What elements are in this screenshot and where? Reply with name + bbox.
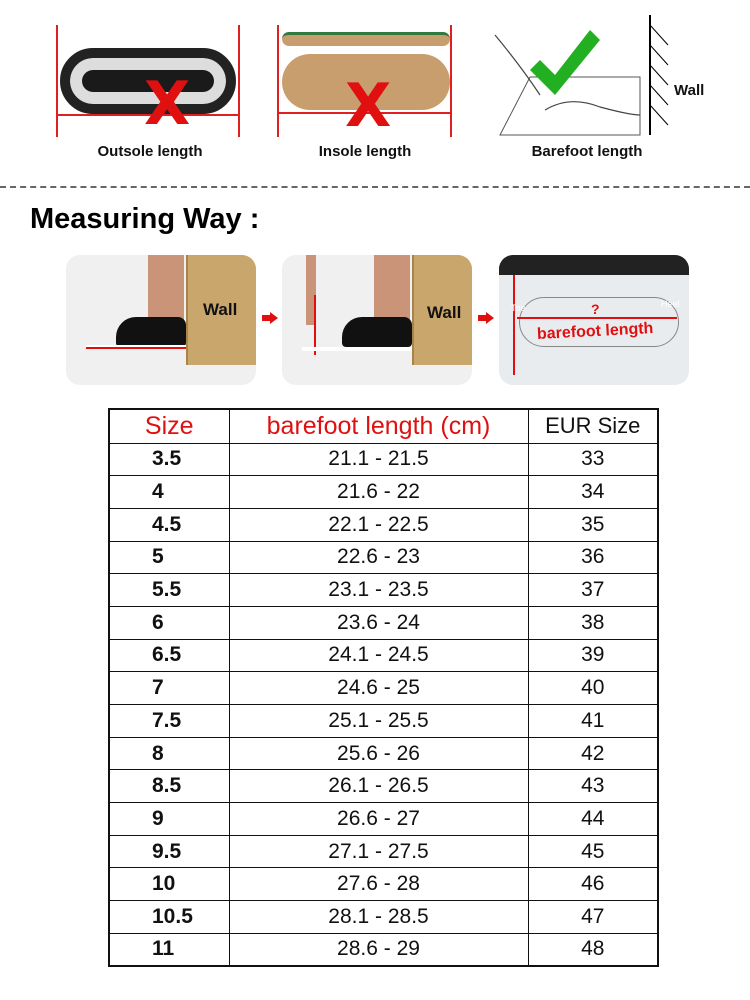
cell-eur: 45 — [527, 834, 659, 869]
cell-size: 5.5 — [108, 573, 230, 607]
cell-eur: 35 — [527, 507, 659, 542]
wall-label: Wall — [674, 82, 705, 99]
step-2-photo: Wall — [282, 255, 472, 385]
cell-eur: 46 — [527, 867, 659, 902]
foot-wall-sketch — [494, 15, 669, 136]
checkmark-icon — [530, 30, 600, 95]
cell-eur: 41 — [527, 704, 659, 738]
divider — [0, 186, 750, 188]
toe-label: Toe — [511, 303, 526, 313]
x-mark-icon: X — [345, 71, 392, 141]
heel-label: Heel — [661, 299, 680, 309]
cell-length: 21.1 - 21.5 — [228, 442, 529, 477]
cell-eur: 48 — [527, 932, 659, 967]
cell-eur: 37 — [527, 573, 659, 607]
cell-eur: 38 — [527, 605, 659, 640]
table-row: 7.5 25.1 - 25.5 41 — [108, 704, 659, 738]
step-1-photo: Wall — [66, 255, 256, 385]
table-row: 10.5 28.1 - 28.5 47 — [108, 900, 659, 934]
cell-length: 24.1 - 24.5 — [228, 638, 529, 673]
cell-eur: 36 — [527, 540, 659, 575]
cell-size: 3.5 — [108, 442, 230, 477]
table-row: 3.5 21.1 - 21.5 33 — [108, 442, 659, 477]
table-row: 7 24.6 - 25 40 — [108, 671, 659, 705]
table-row: 5.5 23.1 - 23.5 37 — [108, 573, 659, 607]
cell-length: 27.1 - 27.5 — [228, 834, 529, 869]
table-row: 10 27.6 - 28 46 — [108, 867, 659, 902]
table-row: 4.5 22.1 - 22.5 35 — [108, 507, 659, 542]
header-eur-size: EUR Size — [527, 408, 659, 444]
cell-size: 9 — [108, 802, 230, 836]
table-row: 8.5 26.1 - 26.5 43 — [108, 769, 659, 804]
header-size: Size — [108, 408, 230, 444]
cell-size: 5 — [108, 540, 230, 575]
cell-eur: 33 — [527, 442, 659, 477]
cell-size: 11 — [108, 932, 230, 967]
cell-length: 28.6 - 29 — [228, 932, 529, 967]
table-row: 9 26.6 - 27 44 — [108, 802, 659, 836]
table-row: 11 28.6 - 29 48 — [108, 932, 659, 967]
cell-size: 6 — [108, 605, 230, 640]
cell-length: 24.6 - 25 — [228, 671, 529, 705]
arrow-right-icon — [262, 312, 278, 324]
insole-caption: Insole length — [318, 143, 412, 160]
cell-eur: 43 — [527, 769, 659, 804]
table-row: 4 21.6 - 22 34 — [108, 475, 659, 509]
cell-length: 25.1 - 25.5 — [228, 704, 529, 738]
cell-eur: 42 — [527, 736, 659, 771]
table-row: 6.5 24.1 - 24.5 39 — [108, 638, 659, 673]
cell-length: 22.6 - 23 — [228, 540, 529, 575]
header-barefoot-length: barefoot length (cm) — [228, 408, 529, 444]
cell-size: 8 — [108, 736, 230, 771]
insole-top-image — [282, 54, 450, 110]
wall-label: Wall — [203, 300, 238, 319]
table-row: 5 22.6 - 23 36 — [108, 540, 659, 575]
cell-size: 10.5 — [108, 900, 230, 934]
cell-size: 4 — [108, 475, 230, 509]
cell-eur: 47 — [527, 900, 659, 934]
table-row: 6 23.6 - 24 38 — [108, 605, 659, 640]
table-row: 8 25.6 - 26 42 — [108, 736, 659, 771]
cell-size: 6.5 — [108, 638, 230, 673]
cell-size: 8.5 — [108, 769, 230, 804]
arrow-right-icon — [478, 312, 494, 324]
cell-size: 4.5 — [108, 507, 230, 542]
cell-eur: 39 — [527, 638, 659, 673]
outsole-caption: Outsole length — [97, 143, 203, 160]
size-chart-table: Size barefoot length (cm) EUR Size 3.5 21… — [108, 408, 659, 967]
table-header-row: Size barefoot length (cm) EUR Size — [108, 408, 659, 444]
barefoot-caption: Barefoot length — [531, 143, 643, 160]
cell-size: 7.5 — [108, 704, 230, 738]
cell-length: 28.1 - 28.5 — [228, 900, 529, 934]
cell-length: 22.1 - 22.5 — [228, 507, 529, 542]
section-title: Measuring Way : — [30, 203, 260, 235]
cell-eur: 34 — [527, 475, 659, 509]
step-3-photo: Toe Heel ? barefoot length — [499, 255, 689, 385]
cell-size: 9.5 — [108, 834, 230, 869]
x-mark-icon: X — [144, 69, 191, 139]
cell-eur: 40 — [527, 671, 659, 705]
cell-size: 7 — [108, 671, 230, 705]
insole-side-image — [282, 32, 450, 46]
cell-length: 23.6 - 24 — [228, 605, 529, 640]
table-row: 9.5 27.1 - 27.5 45 — [108, 834, 659, 869]
cell-length: 25.6 - 26 — [228, 736, 529, 771]
cell-length: 27.6 - 28 — [228, 867, 529, 902]
shoe-outsole-image — [60, 48, 236, 114]
cell-size: 10 — [108, 867, 230, 902]
cell-length: 23.1 - 23.5 — [228, 573, 529, 607]
wall-label: Wall — [427, 303, 462, 322]
cell-length: 26.6 - 27 — [228, 802, 529, 836]
question-mark: ? — [591, 301, 600, 317]
cell-eur: 44 — [527, 802, 659, 836]
cell-length: 21.6 - 22 — [228, 475, 529, 509]
cell-length: 26.1 - 26.5 — [228, 769, 529, 804]
